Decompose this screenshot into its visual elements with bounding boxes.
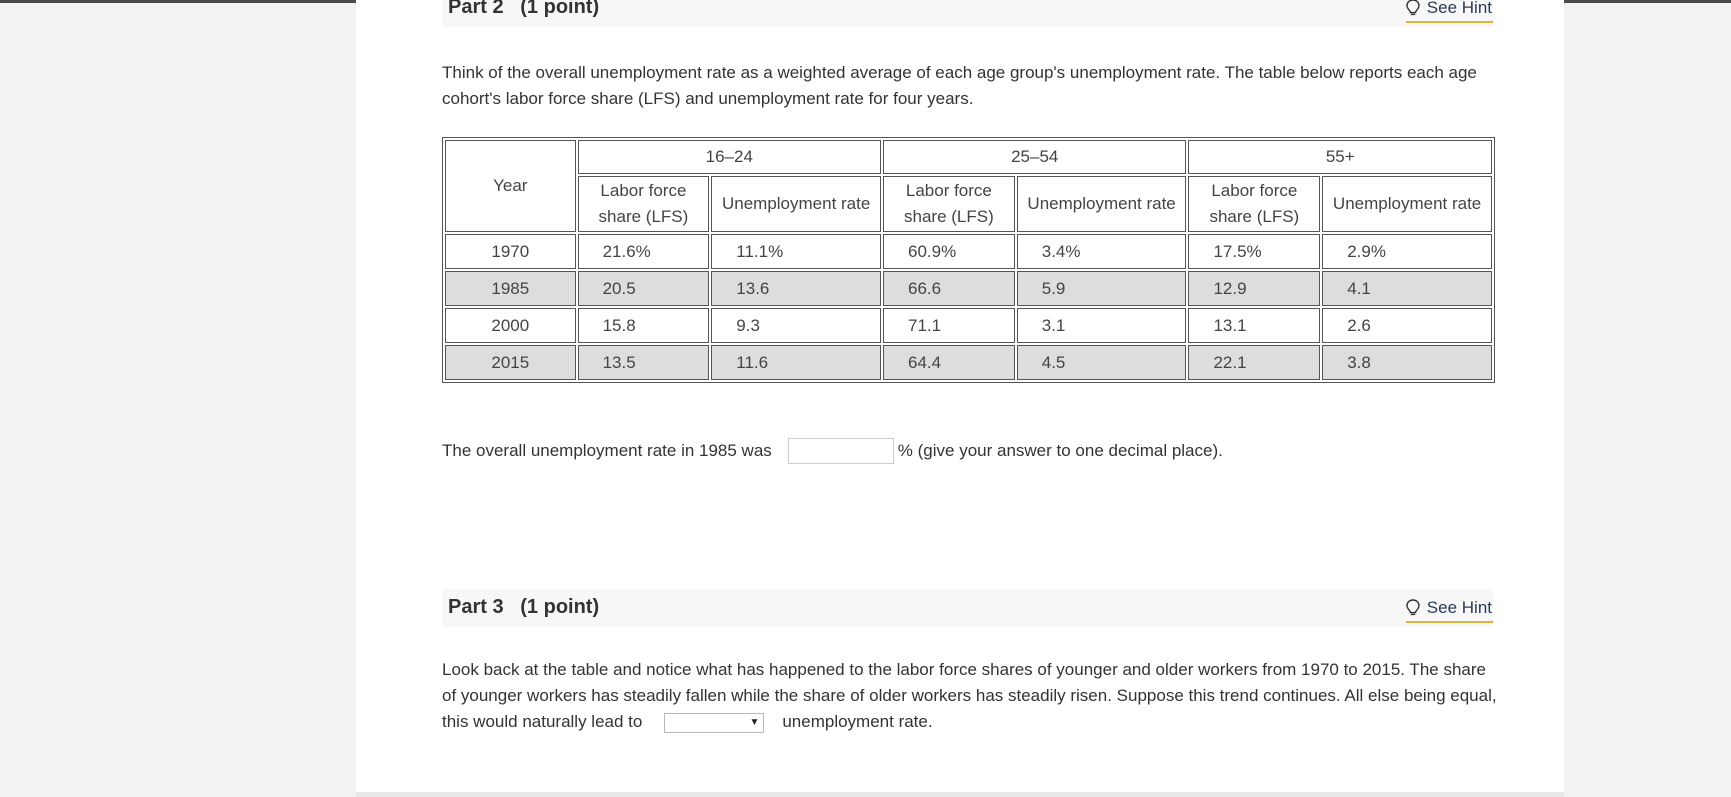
part2-intro-text: Think of the overall unemployment rate a…: [442, 63, 1477, 108]
table-cell: 21.6%: [577, 234, 710, 269]
part2-see-hint-button[interactable]: See Hint: [1405, 0, 1493, 23]
table-cell: 3.8: [1322, 345, 1492, 380]
table-cell: 3.1: [1016, 308, 1187, 343]
subheader-lfs: Labor force share (LFS): [883, 176, 1015, 232]
table-cell: 11.6: [711, 345, 882, 380]
table-cell: 20.5: [577, 271, 710, 306]
subheader-unemployment: Unemployment rate: [1322, 176, 1492, 232]
year-cell: 2015: [445, 345, 576, 380]
part3-text-after: unemployment rate.: [782, 712, 933, 731]
table-cell: 71.1: [883, 308, 1015, 343]
table-cell: 2.9%: [1322, 234, 1492, 269]
table-cell: 11.1%: [711, 234, 882, 269]
table-cell: 66.6: [883, 271, 1015, 306]
part2-header: Part 2 (1 point) See Hint: [442, 0, 1493, 27]
part2-question: The overall unemployment rate in 1985 wa…: [442, 438, 1223, 464]
table-row: 1970 21.6% 11.1% 60.9% 3.4% 17.5% 2.9%: [445, 234, 1492, 269]
answer-input[interactable]: [787, 438, 894, 464]
table-row: 2000 15.8 9.3 71.1 3.1 13.1 2.6: [445, 308, 1492, 343]
table-row: 1985 20.5 13.6 66.6 5.9 12.9 4.1: [445, 271, 1492, 306]
year-cell: 1970: [445, 234, 576, 269]
part3-header: Part 3 (1 point) See Hint: [442, 589, 1493, 627]
table-cell: 15.8: [577, 308, 710, 343]
table-cell: 22.1: [1188, 345, 1321, 380]
trend-dropdown[interactable]: ▼: [664, 712, 765, 733]
year-header: Year: [445, 140, 576, 232]
table-cell: 13.1: [1188, 308, 1321, 343]
subheader-unemployment: Unemployment rate: [711, 176, 882, 232]
dropdown-arrow-icon: ▼: [749, 716, 760, 728]
table-row: 2015 13.5 11.6 64.4 4.5 22.1 3.8: [445, 345, 1492, 380]
year-cell: 2000: [445, 308, 576, 343]
part3-text: Look back at the table and notice what h…: [442, 657, 1502, 735]
table-cell: 13.5: [577, 345, 710, 380]
table-cell: 9.3: [711, 308, 882, 343]
subheader-lfs: Labor force share (LFS): [1188, 176, 1321, 232]
part3-title: Part 3 (1 point): [448, 596, 600, 618]
part2-question-suffix: % (give your answer to one decimal place…: [897, 441, 1223, 460]
lightbulb-icon: [1406, 0, 1420, 16]
subheader-lfs: Labor force share (LFS): [577, 176, 710, 232]
part3-hint-label: See Hint: [1426, 598, 1492, 617]
table-cell: 3.4%: [1016, 234, 1187, 269]
part2-question-text: The overall unemployment rate in 1985 wa…: [442, 441, 772, 460]
part3-text-before: Look back at the table and notice what h…: [442, 660, 1497, 731]
table-cell: 4.1: [1322, 271, 1492, 306]
part3-see-hint-button[interactable]: See Hint: [1405, 595, 1493, 623]
unemployment-table: Year 16–24 25–54 55+ Labor force share (…: [442, 137, 1495, 383]
table-cell: 13.6: [711, 271, 882, 306]
table-cell: 4.5: [1016, 345, 1187, 380]
part2-title: Part 2 (1 point): [448, 0, 600, 18]
part2-hint-label: See Hint: [1426, 0, 1492, 17]
table-cell: 17.5%: [1188, 234, 1321, 269]
assignment-content: Part 2 (1 point) See Hint Think of the o…: [356, 0, 1564, 792]
table-cell: 12.9: [1188, 271, 1321, 306]
table-cell: 60.9%: [883, 234, 1015, 269]
group-header-55-plus: 55+: [1188, 140, 1492, 174]
table-cell: 5.9: [1016, 271, 1187, 306]
lightbulb-icon: [1406, 599, 1420, 616]
table-cell: 64.4: [883, 345, 1015, 380]
subheader-unemployment: Unemployment rate: [1016, 176, 1187, 232]
year-cell: 1985: [445, 271, 576, 306]
content-bottom-edge: [356, 792, 1564, 797]
group-header-25-54: 25–54: [883, 140, 1187, 174]
table-cell: 2.6: [1322, 308, 1492, 343]
group-header-16-24: 16–24: [577, 140, 882, 174]
